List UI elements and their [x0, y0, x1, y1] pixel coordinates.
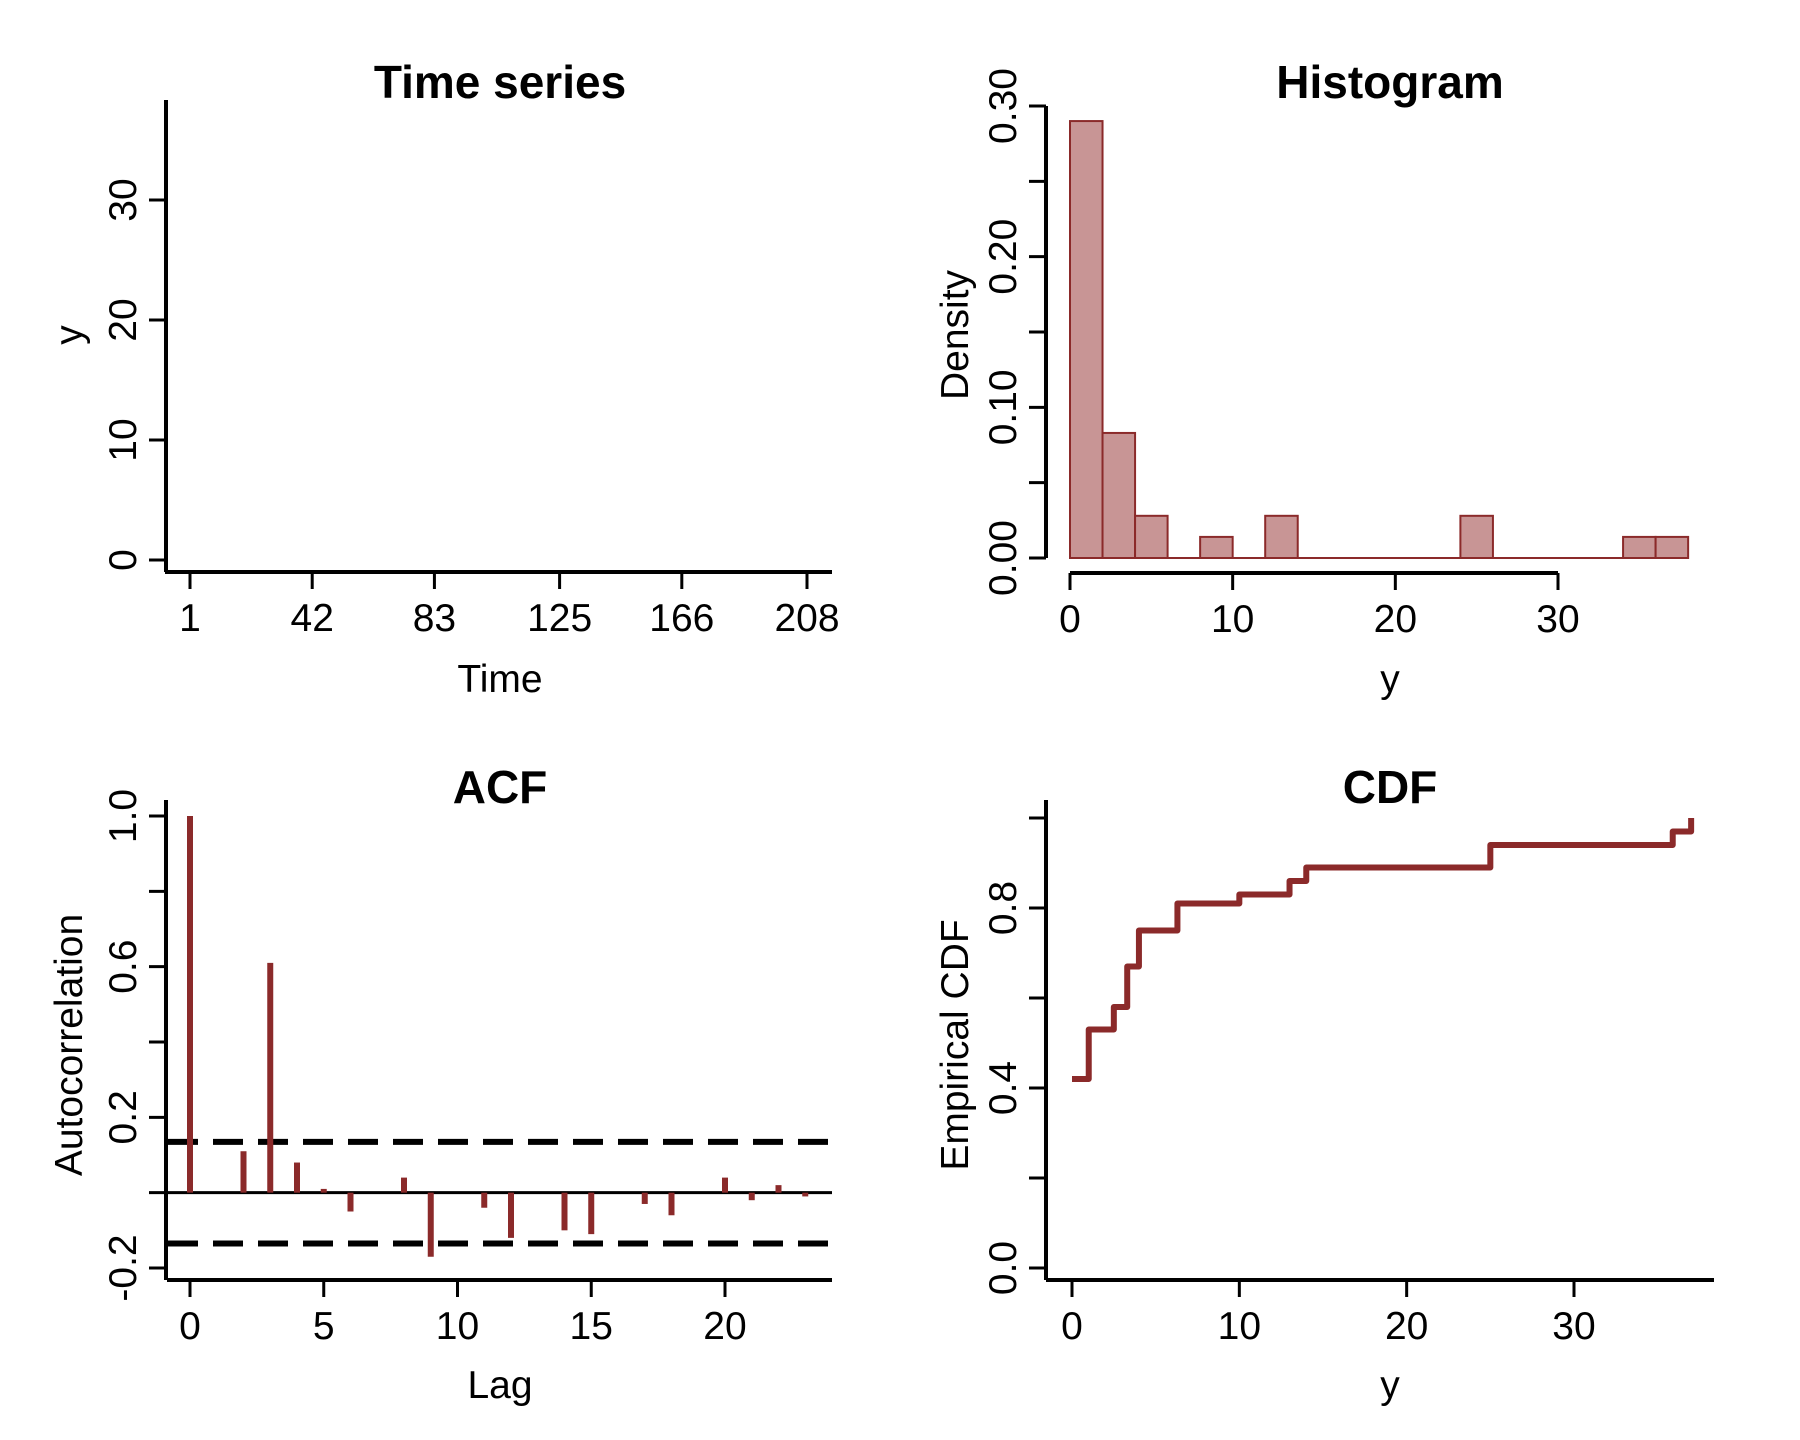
- hist-x-tick-label: 30: [1536, 598, 1579, 641]
- histogram-axes: 0 10 20 30 0.00 0.10 0.20 0.30: [982, 68, 1580, 641]
- ts-x-tick-label: 166: [649, 597, 714, 640]
- acf-y-tick-label: 0.2: [102, 1090, 145, 1144]
- acf-xlabel: Lag: [467, 1364, 532, 1407]
- hist-y-tick-label: 0.10: [982, 369, 1025, 445]
- acf-x-tick-label: 5: [313, 1305, 335, 1348]
- histogram-bar: [1069, 120, 1104, 559]
- histogram-bar: [1654, 535, 1690, 560]
- time-series-ylabel: y: [48, 325, 91, 345]
- histogram-bar: [1199, 535, 1234, 560]
- ts-y-tick-label: 10: [102, 418, 145, 461]
- cdf-axes: 0 10 20 30 0.0 0.4 0.8: [982, 800, 1714, 1348]
- acf-y-tick-label: -0.2: [102, 1234, 145, 1301]
- cdf-x-tick-label: 20: [1385, 1305, 1428, 1348]
- acf-y-tick-label: 0.6: [102, 940, 145, 994]
- histogram-bar: [1622, 535, 1657, 560]
- cdf-x-tick-label: 10: [1218, 1305, 1261, 1348]
- acf-x-tick-label: 0: [179, 1305, 201, 1348]
- ts-x-tick-label: 83: [413, 597, 456, 640]
- cdf-y-tick-label: 0.8: [982, 881, 1025, 935]
- histogram-panel: Histogram y Density 0 10 20 300.000.100.200…: [934, 56, 1690, 701]
- histogram-bar: [1134, 514, 1169, 560]
- hist-y-tick-label: 0.20: [982, 219, 1025, 295]
- acf-x-tick-label: 10: [436, 1305, 479, 1348]
- cdf-ylabel: Empirical CDF: [934, 919, 977, 1170]
- ts-y-tick-label: 0: [102, 549, 145, 571]
- ts-x-tick-label: 125: [527, 597, 592, 640]
- cdf-panel: CDF y Empirical CDF 0 10 20 30 0.0 0.4 0.8: [934, 761, 1714, 1407]
- time-series-title: Time series: [374, 56, 626, 108]
- cdf-x-tick-label: 0: [1061, 1305, 1083, 1348]
- time-series-xlabel: Time: [457, 658, 542, 701]
- acf-x-tick-label: 15: [570, 1305, 613, 1348]
- acf-panel: ACF Lag Autocorrelation 0 5 10 15 20-0.20.20…: [48, 761, 832, 1407]
- acf-ylabel: Autocorrelation: [48, 914, 91, 1176]
- cdf-x-tick-label: 30: [1552, 1305, 1595, 1348]
- ts-x-tick-label: 208: [774, 597, 839, 640]
- hist-x-tick-label: 10: [1211, 598, 1254, 641]
- hist-y-tick-label: 0.30: [982, 68, 1025, 144]
- time-series-axes: 1 42 83 125 166 208 0 10 20 30: [102, 100, 840, 640]
- ts-y-tick-label: 20: [102, 298, 145, 341]
- hist-x-tick-label: 20: [1374, 598, 1417, 641]
- cdf-line: [1072, 818, 1695, 1082]
- acf-y-tick-label: 1.0: [102, 789, 145, 843]
- time-series-panel: Time series Time y 1 42 83 125 166 208 0 10 20 30: [48, 56, 840, 701]
- histogram-bar: [1459, 514, 1494, 560]
- acf-title: ACF: [453, 761, 548, 813]
- hist-y-tick-label: 0.00: [982, 520, 1025, 596]
- histogram-xlabel: y: [1380, 658, 1400, 701]
- cdf-xlabel: y: [1380, 1364, 1400, 1407]
- cdf-marks: [1072, 818, 1695, 1082]
- hist-x-tick-label: 0: [1059, 598, 1081, 641]
- histogram-bar: [1101, 431, 1137, 559]
- acf-axes: 0 5 10 15 20 -0.2 0.2 0.6 1.0: [102, 789, 832, 1348]
- ts-x-tick-label: 42: [291, 597, 334, 640]
- histogram-bar: [1264, 514, 1299, 560]
- acf-x-tick-label: 20: [703, 1305, 746, 1348]
- histogram-ylabel: Density: [934, 269, 977, 400]
- ts-y-tick-label: 30: [102, 178, 145, 221]
- histogram-title: Histogram: [1276, 56, 1503, 108]
- cdf-title: CDF: [1343, 761, 1438, 813]
- cdf-y-tick-label: 0.4: [982, 1061, 1025, 1115]
- ts-x-tick-label: 1: [179, 597, 201, 640]
- cdf-y-tick-label: 0.0: [982, 1241, 1025, 1295]
- acf-marks: [168, 816, 832, 1257]
- histogram-bars: [1069, 120, 1690, 560]
